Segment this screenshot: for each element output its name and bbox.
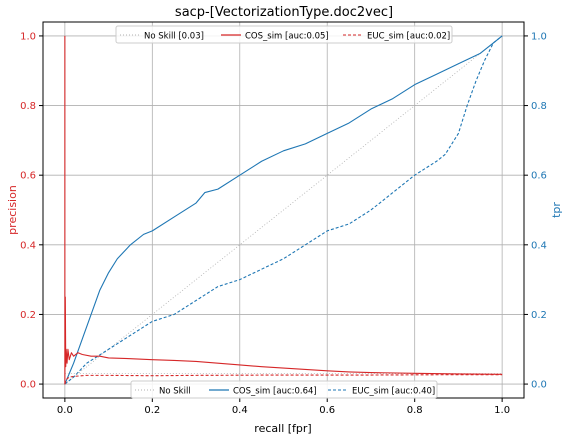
chart-title: sacp-[VectorizationType.doc2vec] <box>175 5 393 20</box>
roc-cos-sim-line <box>64 35 503 385</box>
y-tick-label-left: 0.2 <box>20 310 36 321</box>
legend-top: No Skill [0.03] COS_sim [auc:0.05] EUC_s… <box>115 25 453 44</box>
legend-bottom-no-skill: No Skill <box>159 387 191 397</box>
y-tick-label-right: 0.2 <box>531 310 547 321</box>
y-tick-label-left: 0.8 <box>20 101 36 112</box>
y-tick-label-left: 0.4 <box>20 240 36 251</box>
y-axis-label-left: precision <box>6 185 19 235</box>
y-tick-label-right: 0.8 <box>531 101 547 112</box>
legend-top-cos: COS_sim [auc:0.05] <box>245 32 329 42</box>
x-tick-label: 0.0 <box>57 405 73 416</box>
y-tick-label-right: 1.0 <box>531 31 547 42</box>
roc-no-skill-line <box>64 35 503 385</box>
legend-top-no-skill: No Skill [0.03] <box>144 32 204 42</box>
pr-cos-sim-line <box>64 35 503 385</box>
y-tick-label-right: 0.0 <box>531 380 547 391</box>
pr-euc-sim-line <box>64 374 503 385</box>
x-tick-label: 0.4 <box>232 405 248 416</box>
legend-bottom-cos: COS_sim [auc:0.64] <box>233 387 317 397</box>
y-axis-label-right: tpr <box>550 202 563 218</box>
x-tick-label: 0.8 <box>407 405 423 416</box>
y-tick-label-left: 1.0 <box>20 31 36 42</box>
roc-euc-sim-line <box>64 35 503 385</box>
x-tick-label: 1.0 <box>494 405 510 416</box>
y-tick-label-left: 0.6 <box>20 171 36 182</box>
y-tick-label-right: 0.4 <box>531 240 547 251</box>
x-tick-label: 0.6 <box>319 405 335 416</box>
x-tick-label: 0.2 <box>144 405 160 416</box>
y-tick-label-left: 0.0 <box>20 380 36 391</box>
y-tick-label-right: 0.6 <box>531 171 547 182</box>
legend-bottom: No Skill COS_sim [auc:0.64] EUC_sim [auc… <box>130 380 438 399</box>
x-axis-label: recall [fpr] <box>254 422 311 435</box>
legend-top-euc: EUC_sim [auc:0.02] <box>367 32 450 42</box>
legend-bottom-euc: EUC_sim [auc:0.40] <box>352 387 435 397</box>
